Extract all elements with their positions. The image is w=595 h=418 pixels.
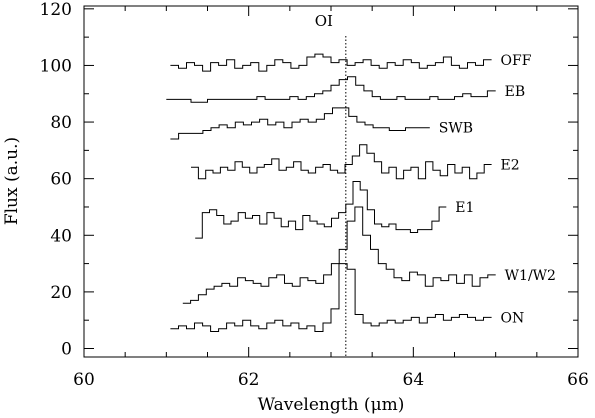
- series-swb-line: [170, 107, 430, 140]
- series-on-label: ON: [501, 310, 525, 326]
- series-eb-line: [166, 76, 496, 103]
- axis-ticks: 60 62 64 66 0 20 40 60 80 100 120: [40, 0, 589, 390]
- x-tick-label: 66: [567, 370, 589, 390]
- series-e1-line: [195, 181, 447, 239]
- y-tick-label: 20: [50, 283, 72, 303]
- x-tick-label: 62: [238, 370, 260, 390]
- series-swb-label: SWB: [439, 121, 473, 137]
- series-layer: OFF EB SWB E2 E1 W1/W2 ON: [166, 53, 556, 332]
- x-tick-label: 60: [73, 370, 95, 390]
- series-e2-line: [191, 144, 492, 180]
- series-e2-label: E2: [501, 158, 520, 174]
- x-axis-title: Wavelength (μm): [258, 395, 405, 415]
- series-on-line: [170, 263, 492, 332]
- x-tick-label: 64: [403, 370, 425, 390]
- series-e1-label: E1: [455, 200, 474, 216]
- oi-annotation-label: OI: [315, 12, 333, 30]
- y-tick-label: 60: [50, 170, 72, 190]
- y-tick-label: 40: [50, 226, 72, 246]
- y-tick-label: 100: [40, 56, 72, 76]
- y-axis-title: Flux (a.u.): [2, 137, 22, 225]
- series-w1-w2-label: W1/W2: [505, 268, 556, 284]
- series-w1-w2-line: [182, 206, 496, 304]
- y-tick-label: 80: [50, 113, 72, 133]
- y-tick-label: 120: [40, 0, 72, 20]
- series-eb-label: EB: [505, 84, 526, 100]
- series-off-label: OFF: [501, 53, 532, 69]
- y-tick-label: 0: [61, 340, 72, 360]
- series-off-line: [170, 53, 492, 72]
